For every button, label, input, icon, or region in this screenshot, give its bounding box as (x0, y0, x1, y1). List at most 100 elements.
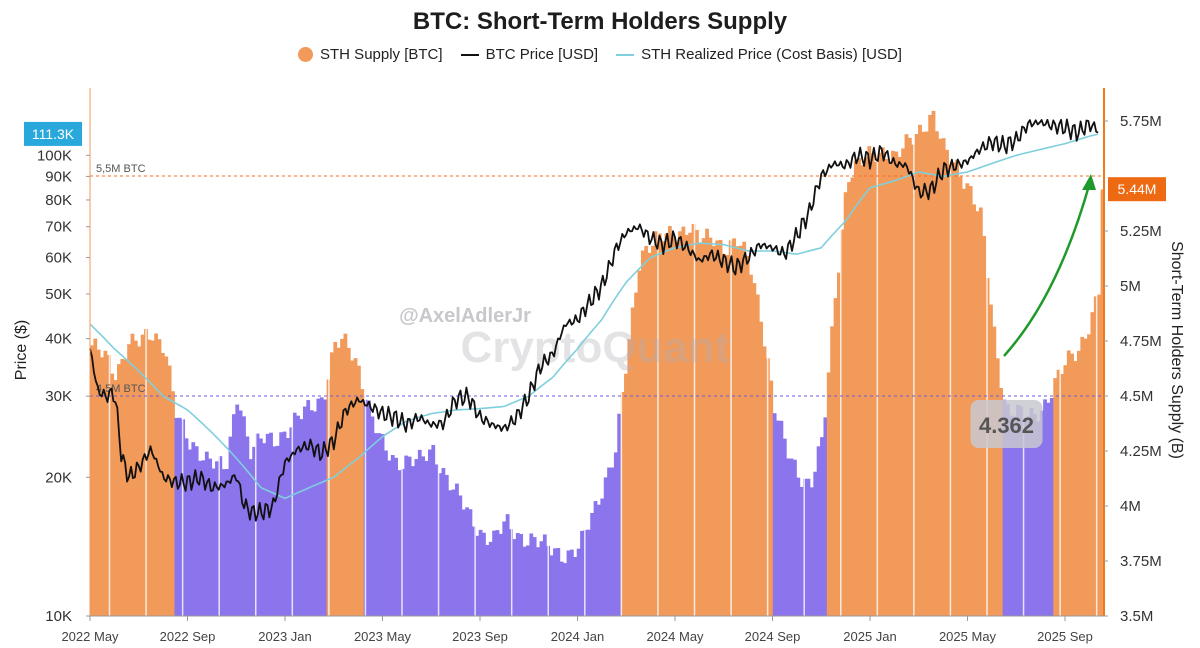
sth-supply-bar (1090, 312, 1095, 616)
sth-supply-bar (745, 255, 750, 616)
sth-supply-bar (512, 539, 517, 616)
sth-supply-bar (921, 131, 926, 616)
sth-supply-bar (441, 468, 446, 616)
sth-supply-bar (353, 358, 358, 616)
left-axis-title: Price ($) (13, 320, 30, 380)
sth-supply-bar (137, 346, 142, 616)
sth-supply-bar (586, 529, 591, 616)
sth-supply-bar (407, 456, 412, 616)
legend-item-sth-realized-price[interactable]: STH Realized Price (Cost Basis) [USD] (616, 46, 902, 63)
sth-supply-bar (887, 162, 892, 616)
sth-supply-bar (259, 438, 263, 616)
sth-supply-bar (438, 473, 442, 616)
sth-supply-bar (705, 228, 709, 616)
sth-supply-bar (488, 541, 493, 616)
sth-supply-bar (394, 457, 398, 616)
reference-line-label: 5,5M BTC (96, 163, 146, 175)
sth-supply-bar (1053, 378, 1058, 616)
sth-supply-bar (681, 226, 686, 616)
sth-supply-bar (455, 483, 459, 616)
sth-supply-bar (96, 349, 101, 616)
sth-supply-bar (843, 192, 848, 616)
sth-supply-bar (1033, 414, 1037, 616)
sth-supply-bar (772, 413, 777, 616)
sth-supply-bar (654, 231, 659, 616)
sth-supply-bar (590, 512, 595, 616)
sth-supply-bar (1097, 294, 1102, 616)
sth-supply-bar (235, 404, 240, 616)
sth-supply-bar (640, 250, 645, 617)
sth-supply-bar (1019, 406, 1024, 616)
sth-supply-bar (684, 234, 689, 616)
sth-supply-bar (803, 478, 807, 616)
sth-supply-bar (762, 346, 767, 616)
sth-supply-bar (157, 339, 162, 616)
sth-supply-bar (532, 537, 537, 616)
sth-supply-bar (117, 364, 121, 616)
sth-supply-bar (951, 162, 956, 616)
sth-supply-bar (742, 241, 747, 616)
sth-supply-bar (799, 486, 804, 616)
sth-supply-bar (634, 292, 638, 616)
sth-supply-bar (269, 432, 273, 616)
sth-supply-bar (989, 304, 993, 616)
sth-supply-bar (279, 432, 284, 616)
sth-supply-bar (671, 236, 676, 616)
sth-supply-bar (647, 252, 652, 616)
x-tick-label: 2024 May (646, 629, 704, 644)
sth-supply-bar (576, 548, 581, 616)
legend-item-sth-supply[interactable]: STH Supply [BTC] (298, 46, 443, 63)
sth-supply-bar (336, 347, 341, 616)
sth-supply-bar (333, 341, 338, 616)
sth-supply-bar (813, 471, 818, 616)
watermark-brand: CryptoQuant (461, 323, 730, 372)
sth-supply-bar (1073, 361, 1078, 616)
sth-supply-bar (431, 444, 436, 616)
sth-supply-bar (458, 495, 463, 616)
sth-supply-bar (275, 445, 280, 616)
sth-supply-bar (384, 450, 388, 616)
sth-supply-bar (796, 477, 801, 616)
legend-item-btc-price[interactable]: BTC Price [USD] (460, 46, 599, 63)
x-tick-label: 2025 Jan (843, 629, 897, 644)
sth-supply-bar (539, 541, 544, 616)
left-tick-label: 30K (45, 388, 72, 405)
left-tick-label: 50K (45, 286, 72, 303)
sth-supply-bar (1039, 410, 1044, 616)
legend-swatch-btc-price (460, 53, 479, 56)
sth-supply-bar (400, 468, 405, 616)
sth-supply-bar (931, 110, 936, 616)
sth-supply-bar (644, 245, 649, 616)
sth-supply-bar (478, 529, 483, 616)
x-tick-label: 2023 Jan (258, 629, 312, 644)
sth-supply-bar (171, 391, 175, 616)
sth-supply-bar (1016, 404, 1020, 616)
sth-supply-bar (357, 365, 361, 616)
sth-supply-bar (1066, 350, 1071, 616)
sth-supply-bar (255, 433, 260, 616)
sth-supply-bar (201, 460, 206, 616)
trend-arrow (1003, 181, 1092, 357)
sth-supply-bar (667, 226, 672, 616)
sth-supply-bar (701, 238, 706, 617)
sth-supply-bar (238, 410, 243, 616)
sth-supply-bar (884, 158, 889, 616)
sth-supply-bar (215, 461, 219, 616)
sth-supply-bar (840, 229, 845, 616)
sth-supply-bar (945, 149, 949, 617)
sth-realized-price-line (89, 133, 1099, 500)
legend-label-btc-price: BTC Price [USD] (485, 46, 599, 63)
sth-supply-bar (1093, 296, 1098, 616)
sth-supply-bar (515, 532, 520, 616)
sth-supply-bar (755, 294, 760, 616)
sth-supply-bar (188, 449, 192, 616)
sth-supply-bar (914, 134, 919, 616)
sth-supply-bar (292, 412, 297, 616)
sth-supply-bar (444, 474, 449, 616)
sth-supply-bar (93, 338, 98, 616)
sth-supply-bar (1029, 408, 1034, 616)
sth-supply-bar (485, 544, 490, 616)
sth-supply-bar (309, 410, 314, 616)
value-callout-box (970, 400, 1043, 448)
